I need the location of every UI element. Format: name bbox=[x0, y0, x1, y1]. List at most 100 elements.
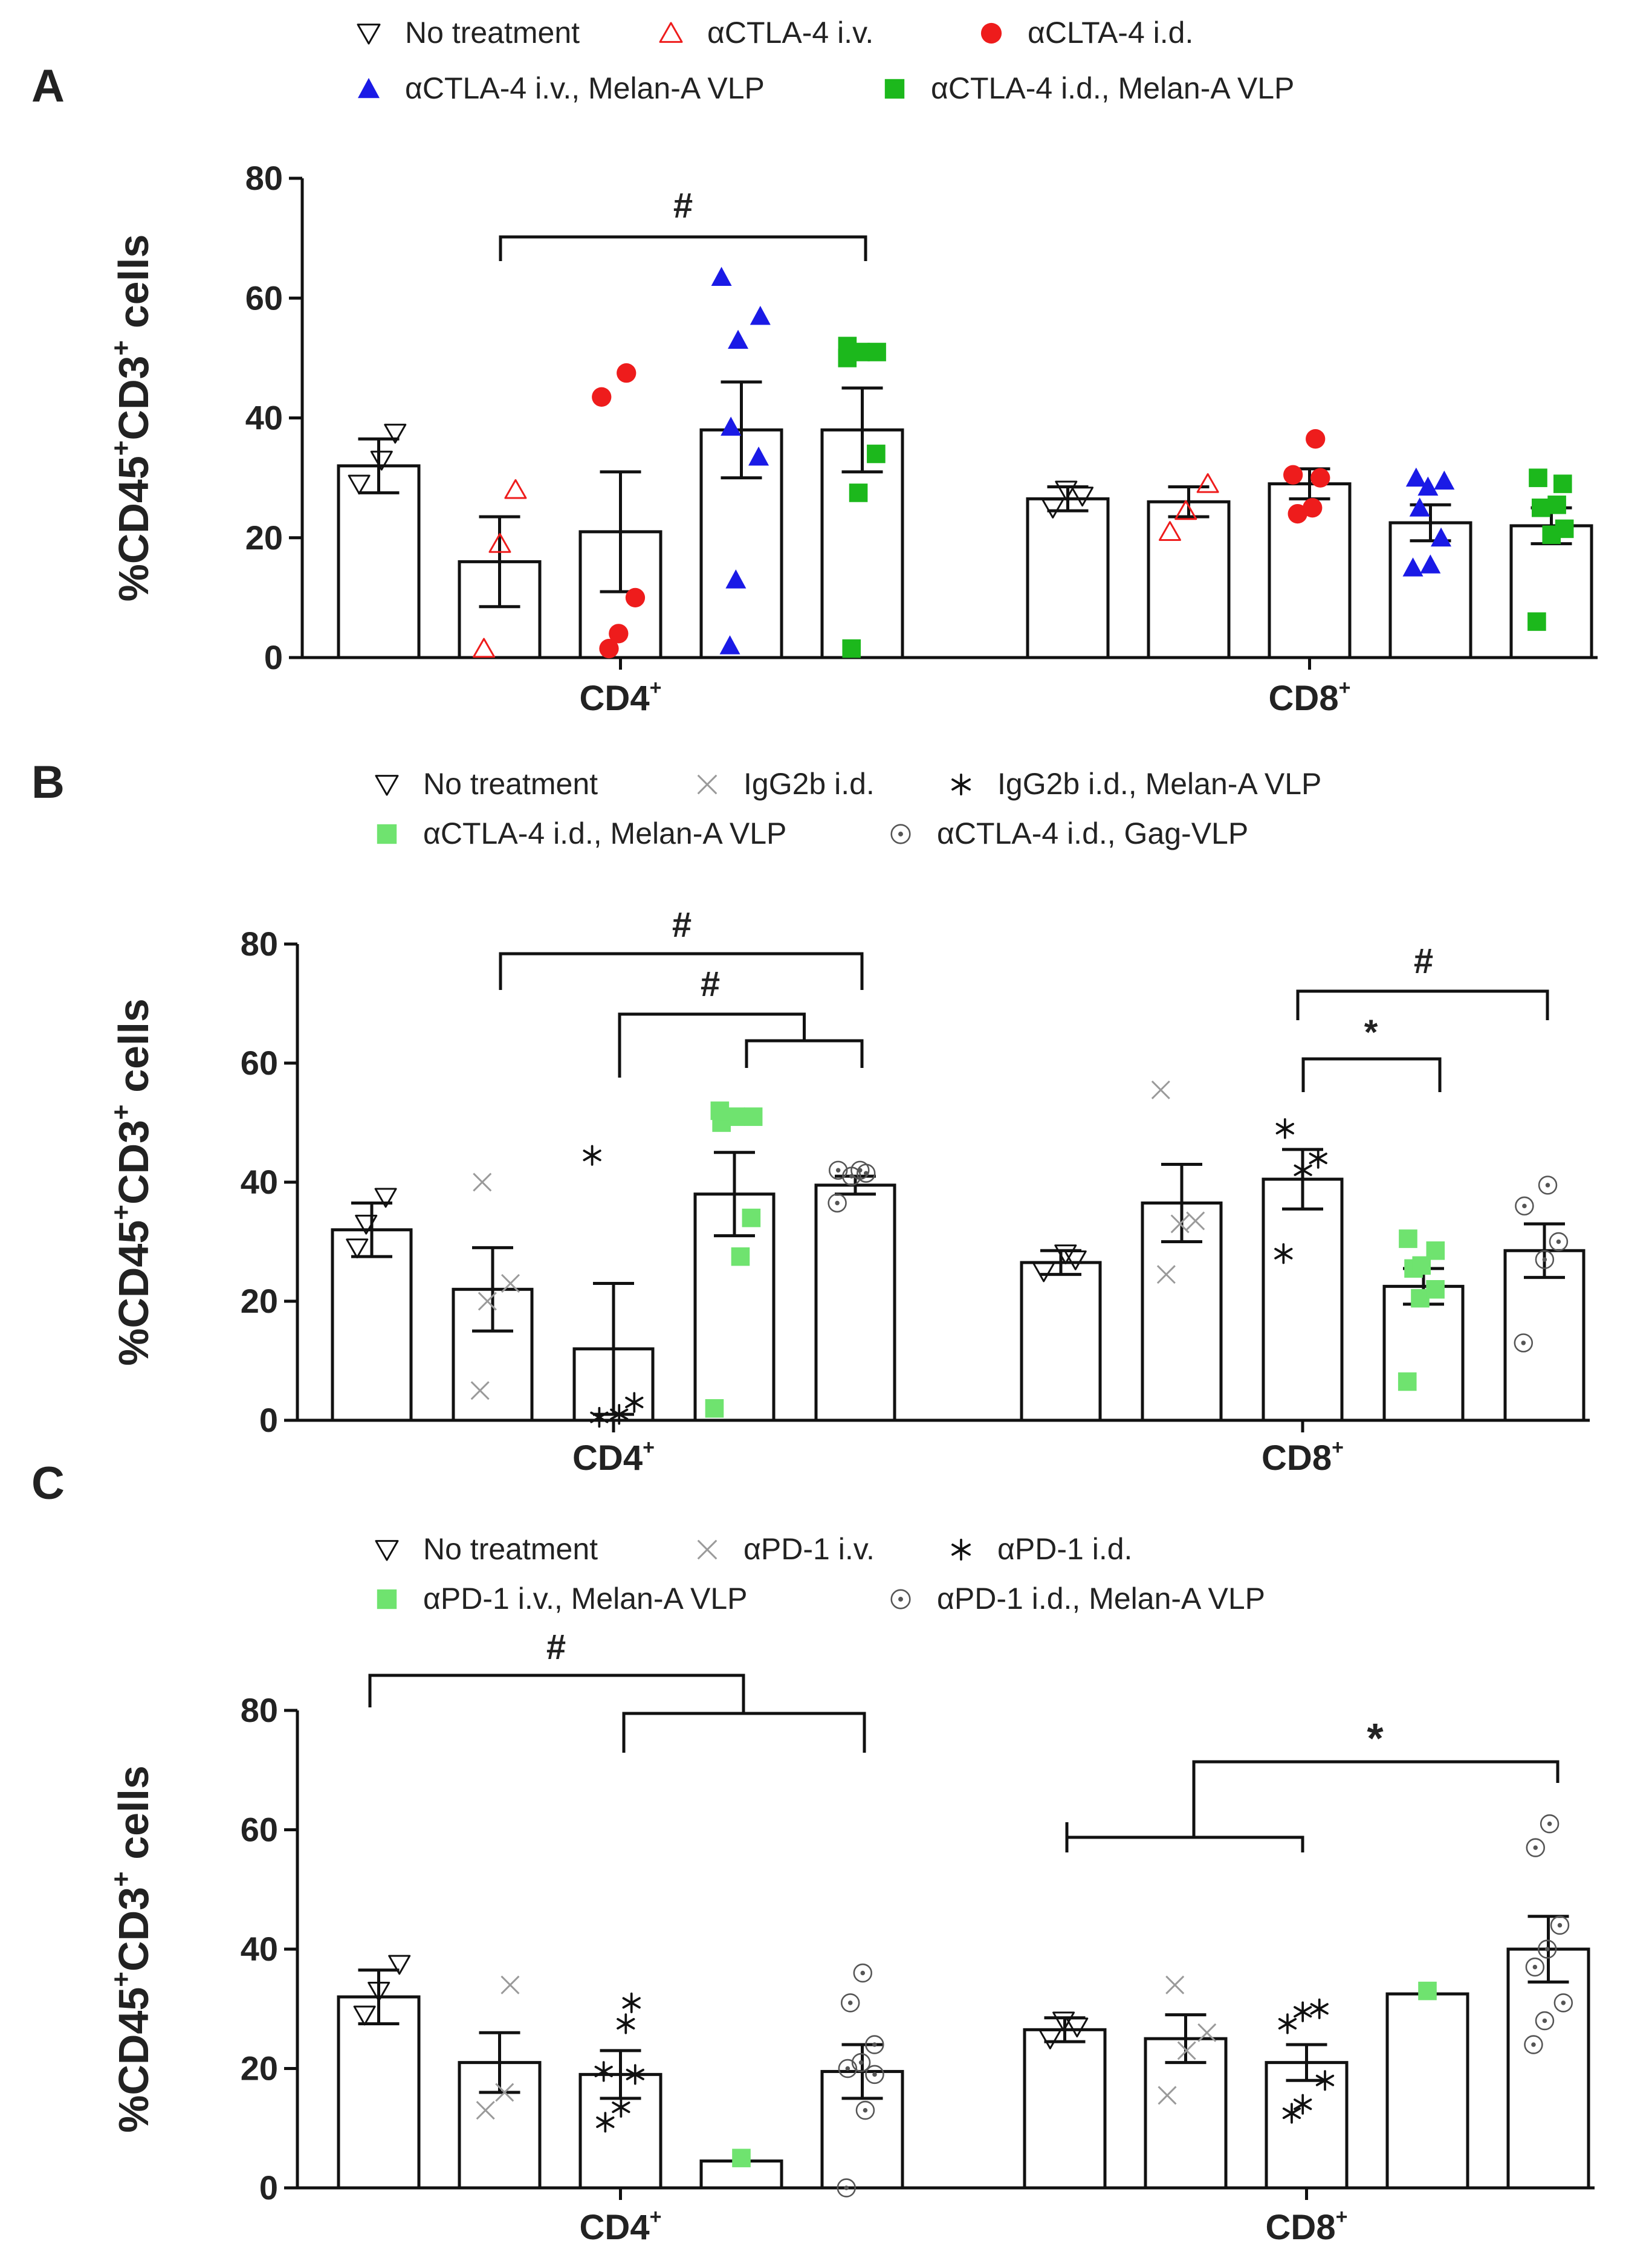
bar-cd4-no-treatment bbox=[337, 1995, 421, 2190]
data-point bbox=[1274, 1243, 1293, 1264]
legend-marker-igg2b-i-d bbox=[697, 774, 717, 795]
data-point bbox=[1525, 1957, 1545, 1977]
y-axis-title-part: CD3 bbox=[110, 1887, 157, 1972]
significance-bracket: # bbox=[499, 186, 867, 261]
legend-marker-aclta-4-i-d bbox=[980, 22, 1002, 44]
group-label-cd8: CD8+ bbox=[1262, 1436, 1344, 1478]
panel-a: A No treatment αCTLA-4 i.v. αCLTA-4 i.d. αCT… bbox=[31, 16, 1598, 718]
data-point bbox=[1399, 1229, 1417, 1248]
bar-group-cd8-igg2b-i-d-melan-a-vlp bbox=[1262, 1118, 1344, 1422]
data-point bbox=[1426, 1241, 1445, 1260]
data-point bbox=[622, 1992, 641, 2014]
data-point bbox=[731, 1247, 750, 1266]
data-point bbox=[728, 329, 749, 349]
data-point bbox=[348, 474, 371, 495]
data-point bbox=[609, 624, 629, 644]
y-axis-title-superscript: + bbox=[106, 1871, 136, 1887]
bar-group-cd4-apd-1-i-v bbox=[458, 1975, 542, 2190]
data-point bbox=[710, 1101, 730, 1121]
bar-group-cd4-apd-1-i-d bbox=[578, 1992, 662, 2190]
legend-marker-apd-1-i-d bbox=[951, 1538, 971, 1561]
bar-group-cd8-actla-4-i-v bbox=[1147, 473, 1231, 659]
bar-group-cd8-apd-1-i-v bbox=[1144, 1975, 1228, 2190]
data-point bbox=[612, 2097, 630, 2118]
data-point bbox=[840, 1993, 860, 2013]
bar-group-cd8-igg2b-i-d bbox=[1141, 1080, 1223, 1422]
bar-group-cd4-aclta-4-i-d bbox=[578, 363, 662, 659]
data-point-center bbox=[847, 2001, 853, 2005]
data-point-center bbox=[1542, 1257, 1547, 1262]
data-point bbox=[1294, 1160, 1312, 1181]
data-point bbox=[1177, 2041, 1196, 2060]
y-tick-label: 80 bbox=[241, 1691, 278, 1729]
data-point bbox=[1038, 2030, 1061, 2049]
y-axis-title-part: CD3 bbox=[110, 355, 157, 440]
group-label-text: CD8 bbox=[1266, 2208, 1336, 2247]
data-point-center bbox=[1557, 1923, 1563, 1928]
legend-label: αCTLA-4 i.d., Melan-A VLP bbox=[931, 71, 1294, 105]
legend-marker-apd-1-i-v-melan-a-vlp bbox=[377, 1589, 397, 1609]
data-point-center bbox=[863, 2107, 868, 2113]
legend-marker-actla-4-i-d-gag-vlp bbox=[890, 824, 911, 844]
data-point bbox=[1197, 2023, 1217, 2042]
data-point bbox=[478, 1292, 497, 1311]
data-point bbox=[1186, 1211, 1205, 1231]
data-point bbox=[384, 424, 407, 444]
bar-group-cd8-apd-1-i-d-melan-a-vlp bbox=[1506, 1814, 1590, 2190]
data-point bbox=[470, 1381, 490, 1400]
y-tick-label: 20 bbox=[241, 2049, 278, 2088]
legend-item-no-treatment: No treatment bbox=[375, 1532, 598, 1566]
data-point bbox=[1294, 2001, 1312, 2022]
bar-group-cd4-actla-4-i-d-melan-a-vlp bbox=[820, 337, 904, 659]
bar-group-cd8-actla-4-i-v-melan-a-vlp bbox=[1388, 467, 1472, 659]
data-point bbox=[476, 2101, 495, 2120]
data-point bbox=[1515, 1196, 1534, 1216]
data-point bbox=[473, 638, 496, 658]
data-point bbox=[1535, 1250, 1555, 1269]
data-point bbox=[1529, 468, 1547, 487]
legend-item-actla-4-i-d-gag-vlp: αCTLA-4 i.d., Gag-VLP bbox=[890, 817, 1248, 850]
legend-marker-actla-4-i-d-gag-vlp-center bbox=[898, 832, 903, 836]
data-point bbox=[838, 2059, 858, 2078]
data-point-center bbox=[835, 1200, 840, 1206]
data-point-center bbox=[1556, 1239, 1561, 1244]
bar-group-cd4-igg2b-i-d bbox=[452, 1173, 534, 1422]
legend-marker-actla-4-i-v bbox=[659, 22, 683, 43]
y-tick-label: 0 bbox=[259, 2169, 278, 2207]
group-label-cd4: CD4+ bbox=[572, 1436, 655, 1478]
legend-item-actla-4-i-d-melan-a-vlp: αCTLA-4 i.d., Melan-A VLP bbox=[884, 71, 1294, 105]
bracket-label: # bbox=[701, 965, 720, 1004]
legend-label: αCTLA-4 i.d., Melan-A VLP bbox=[423, 817, 786, 850]
bar-group-cd4-no-treatment bbox=[337, 424, 421, 659]
bar-cd8-actla-4-i-v bbox=[1147, 500, 1231, 659]
data-point bbox=[1303, 498, 1323, 518]
panel-c: C No treatment αPD-1 i.v. αPD-1 i.d. αPD-1 i… bbox=[31, 1458, 1595, 2247]
y-tick-label: 60 bbox=[245, 279, 283, 317]
legend-label: No treatment bbox=[405, 16, 580, 50]
legend-item-actla-4-i-v-melan-a-vlp: αCTLA-4 i.v., Melan-A VLP bbox=[358, 71, 765, 105]
y-axis-title-superscript: + bbox=[106, 1104, 136, 1120]
data-point bbox=[726, 1107, 745, 1126]
data-point-center bbox=[1542, 2018, 1547, 2023]
bracket-label: # bbox=[673, 186, 693, 225]
bracket-label: * bbox=[1367, 1715, 1384, 1762]
data-point bbox=[1553, 1993, 1573, 2013]
bracket-line bbox=[1192, 1760, 1560, 1837]
y-axis-title-part: CD3 bbox=[110, 1120, 157, 1205]
data-point bbox=[828, 1193, 847, 1213]
data-point-center bbox=[845, 2066, 850, 2071]
y-axis-title: %CD45+CD3+ cells bbox=[106, 235, 157, 602]
data-point bbox=[1431, 527, 1452, 547]
data-point bbox=[1306, 429, 1326, 449]
data-point bbox=[1165, 1975, 1185, 1994]
data-point bbox=[853, 1963, 872, 1983]
data-point bbox=[596, 2112, 615, 2133]
y-axis-title-superscript: + bbox=[106, 340, 136, 356]
data-point bbox=[1514, 1333, 1534, 1353]
data-point bbox=[374, 1188, 397, 1208]
panel-letter: C bbox=[31, 1458, 65, 1509]
legend-item-igg2b-i-d-melan-a-vlp: IgG2b i.d., Melan-A VLP bbox=[951, 767, 1321, 801]
legend-item-actla-4-i-d-melan-a-vlp: αCTLA-4 i.d., Melan-A VLP bbox=[377, 817, 786, 850]
bar-cd8-igg2b-i-d-melan-a-vlp bbox=[1262, 1177, 1344, 1422]
data-point bbox=[1064, 1250, 1087, 1270]
